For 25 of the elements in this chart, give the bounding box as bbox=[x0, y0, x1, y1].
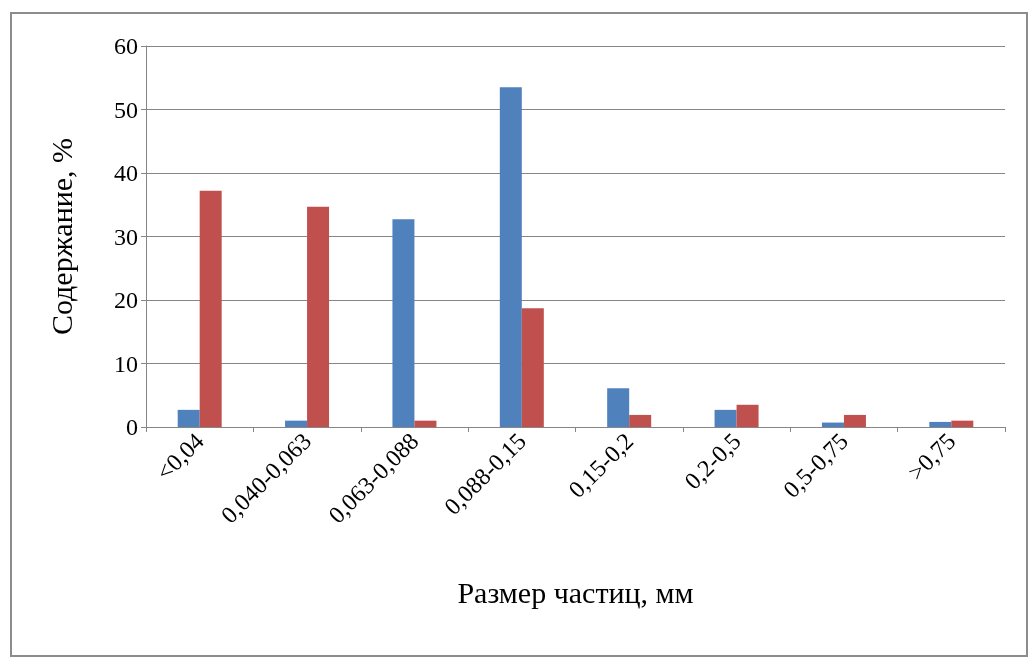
bar bbox=[736, 404, 759, 427]
bar bbox=[285, 420, 308, 427]
y-tick-label: 20 bbox=[114, 287, 138, 313]
bar bbox=[951, 420, 974, 427]
bar bbox=[414, 420, 437, 427]
y-tick-label: 30 bbox=[114, 223, 138, 250]
bar bbox=[307, 206, 330, 427]
bar bbox=[629, 414, 652, 427]
bar bbox=[521, 308, 544, 427]
y-tick-label: 10 bbox=[114, 350, 138, 377]
bar bbox=[392, 219, 415, 427]
x-axis-title: Размер частиц, мм bbox=[457, 575, 694, 609]
bar bbox=[499, 87, 522, 427]
bar bbox=[714, 409, 737, 427]
bar bbox=[821, 422, 844, 427]
bar bbox=[177, 409, 200, 427]
y-tick-label: 60 bbox=[114, 33, 138, 59]
bar bbox=[929, 421, 952, 427]
bar bbox=[843, 414, 866, 427]
y-tick-label: 40 bbox=[114, 160, 138, 186]
y-tick-label: 0 bbox=[126, 414, 138, 440]
bar bbox=[199, 190, 222, 427]
bar bbox=[607, 388, 630, 427]
y-tick-label: 50 bbox=[114, 96, 138, 123]
y-axis-title: Содержание, % bbox=[44, 137, 78, 336]
